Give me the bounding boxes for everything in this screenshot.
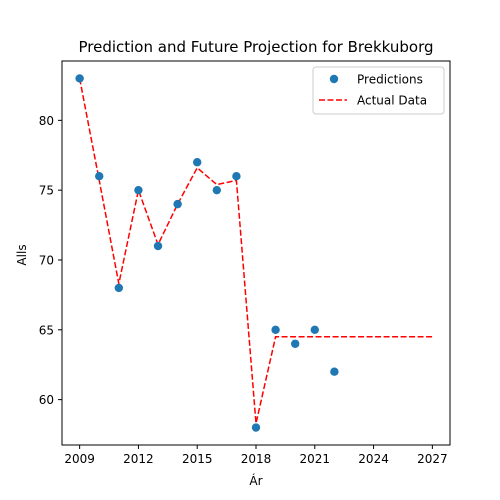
axes-layer: 2009 2012 2015 2018 2021 2024 2027 60 65 70 75 80	[39, 60, 451, 466]
plot-background	[62, 61, 450, 445]
data-layer	[75, 74, 433, 432]
prediction-point	[95, 172, 104, 181]
y-tick-label: 70	[39, 253, 54, 267]
x-tick-label: 2018	[241, 452, 272, 466]
legend-label: Predictions	[357, 73, 423, 87]
legend-box	[312, 66, 445, 115]
prediction-point	[173, 199, 182, 209]
x-tick-label: 2021	[300, 452, 331, 466]
prediction-point	[271, 325, 280, 334]
legend: Predictions Actual Data	[312, 66, 445, 115]
prediction-point	[193, 158, 202, 167]
prediction-point	[330, 367, 339, 376]
prediction-point	[114, 283, 124, 293]
prediction-point	[251, 423, 261, 432]
plot-area	[62, 61, 450, 445]
x-tick-label: 2009	[64, 452, 95, 466]
chart-title: Prediction and Future Projection for Bre…	[78, 38, 433, 56]
prediction-point	[232, 172, 241, 181]
y-axis-title: Alls	[15, 244, 29, 265]
y-tick-label: 65	[39, 323, 54, 337]
legend-label: Actual Data	[357, 94, 427, 108]
prediction-point	[290, 339, 300, 348]
x-axis-title: Ár	[249, 473, 262, 488]
y-tick-label: 60	[39, 393, 54, 407]
prediction-point	[212, 185, 222, 195]
prediction-point	[134, 185, 143, 195]
legend-predictions-marker	[329, 74, 339, 84]
prediction-point	[310, 325, 319, 334]
prediction-point	[75, 74, 84, 83]
y-tick-label: 80	[39, 114, 54, 128]
x-tick-label: 2012	[123, 452, 154, 466]
x-tick-label: 2027	[417, 452, 448, 466]
y-tick-label: 75	[39, 184, 54, 198]
x-tick-label: 2015	[182, 452, 213, 466]
x-tick-label: 2024	[358, 452, 389, 466]
prediction-point	[153, 241, 163, 251]
